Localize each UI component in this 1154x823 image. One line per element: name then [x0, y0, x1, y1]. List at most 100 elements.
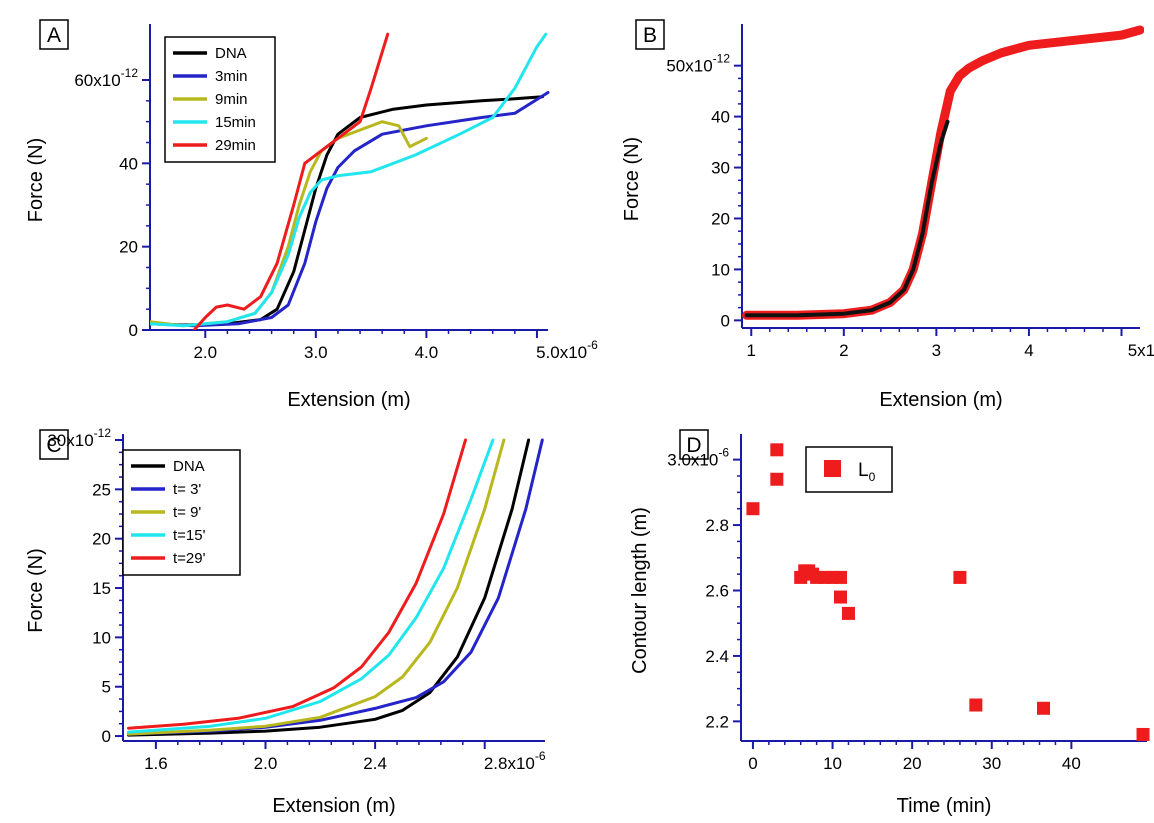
- x-tick-label: 3: [932, 341, 941, 360]
- y-tick-label: 60x10-12: [74, 66, 138, 90]
- data-point: [770, 443, 784, 457]
- y-tick-label: 20: [92, 530, 111, 549]
- y-tick-label: 0: [721, 311, 730, 330]
- panel-letter-box: [39, 429, 69, 460]
- x-tick-label: 40: [1062, 754, 1081, 773]
- series-line-dna: [127, 438, 531, 737]
- x-tick-label: 4.0: [415, 343, 439, 362]
- data-point: [953, 570, 967, 584]
- legend-label: DNA: [215, 45, 247, 62]
- x-tick-label: 4: [1024, 341, 1033, 360]
- data-point: [834, 570, 848, 584]
- x-tick-exponent: -6: [587, 338, 598, 352]
- y-tick-label: 5: [102, 678, 111, 697]
- y-tick-exponent: -6: [718, 446, 729, 460]
- series-line-3min: [150, 91, 550, 328]
- x-tick-label: 20: [903, 754, 922, 773]
- y-axis-title: Force (N): [25, 548, 47, 632]
- legend-subscript: 0: [869, 470, 876, 484]
- panel-c: C1.6 2.0 2.4 2.8x10-6051015202530x10-12Exte…: [25, 426, 546, 817]
- x-tick-label: 2.0: [254, 754, 278, 773]
- y-tick-exponent: -12: [121, 66, 139, 80]
- data-point: [841, 606, 855, 620]
- data-point: [834, 590, 848, 604]
- y-tick-label: 50x10-12: [666, 52, 730, 76]
- panel-letter-box: [635, 19, 665, 50]
- x-tick-label: 5.0x10-6: [536, 338, 598, 362]
- legend-label: 15min: [215, 114, 256, 131]
- y-tick-label: 0: [102, 727, 111, 746]
- panel-letter-text: A: [47, 24, 61, 47]
- legend-label: 9min: [215, 91, 248, 108]
- panel-letter-text: B: [643, 24, 657, 47]
- legend-box: [122, 449, 241, 576]
- panel-letter: C: [39, 429, 69, 460]
- legend-label: t=29': [173, 550, 206, 567]
- plot-area: [746, 443, 1150, 741]
- legend: DNA t= 3' t= 9' t=15' t=29': [122, 449, 241, 576]
- legend-label: 3min: [215, 68, 248, 85]
- y-tick-label: 10: [711, 260, 730, 279]
- x-tick-exponent: -6: [535, 749, 546, 763]
- x-axis-title: Extension (m): [287, 389, 410, 411]
- series-line-t-9-: [127, 438, 506, 736]
- x-tick-label: 1: [747, 341, 756, 360]
- x-axis-title: Extension (m): [879, 389, 1002, 411]
- y-tick-label: 2.2: [705, 712, 729, 731]
- legend-label: DNA: [173, 458, 205, 475]
- panel-letter-text: C: [46, 434, 61, 457]
- y-tick-label: 20: [711, 209, 730, 228]
- x-tick-label: 10: [823, 754, 842, 773]
- x-tick-label: 2.8x10-6: [484, 749, 546, 773]
- series-line-29min: [192, 32, 390, 330]
- series-line-series-0: [742, 25, 1144, 320]
- data-point: [1136, 727, 1150, 741]
- y-tick-label: 20: [119, 238, 138, 257]
- legend-label: t= 9': [173, 504, 201, 521]
- panel-letter-box: [679, 429, 709, 460]
- panel-letter-text: D: [686, 434, 701, 457]
- y-axis-title: Contour length (m): [629, 507, 651, 674]
- panel-letter: A: [39, 19, 69, 50]
- y-tick-label: 2.8: [705, 516, 729, 535]
- data-point: [770, 472, 784, 486]
- panel-letter: B: [635, 19, 665, 50]
- data-point: [1037, 701, 1051, 715]
- y-axis-title: Force (N): [25, 138, 47, 222]
- x-tick-label: 2.4: [363, 754, 387, 773]
- plot-area: [127, 438, 544, 737]
- legend-marker: [824, 460, 841, 477]
- legend-label: t= 3': [173, 481, 201, 498]
- data-point: [969, 698, 983, 712]
- y-axis-title: Force (N): [621, 137, 643, 221]
- y-tick-label: 15: [92, 579, 111, 598]
- x-tick-label: 2: [839, 341, 848, 360]
- y-tick-label: 0: [129, 321, 138, 340]
- x-axis-title: Time (min): [897, 795, 992, 817]
- x-tick-label: 1.6: [144, 754, 168, 773]
- y-tick-label: 25: [92, 480, 111, 499]
- data-point: [746, 502, 760, 516]
- plot-area: [150, 32, 550, 330]
- y-tick-label: 30: [711, 159, 730, 178]
- legend: DNA 3min 9min 15min 29min: [164, 36, 276, 163]
- panel-letter-box: [39, 19, 69, 50]
- y-tick-label: 2.6: [705, 582, 729, 601]
- x-tick-label: 0: [748, 754, 757, 773]
- legend: L0: [805, 446, 893, 493]
- x-axis-title: Extension (m): [272, 795, 395, 817]
- panel-letter: D: [679, 429, 709, 460]
- panel-a: A 2.0 3.0 4.0 5.0x10-6 0 20 40 60x10-12 Extension…: [25, 19, 598, 411]
- y-tick-label: 40: [711, 108, 730, 127]
- x-tick-label: 30: [982, 754, 1001, 773]
- legend-box: [805, 446, 893, 493]
- y-tick-exponent: -12: [713, 52, 731, 66]
- x-tick-label: 2.0: [193, 343, 217, 362]
- series-line-t-29-: [127, 438, 467, 730]
- plot-area: [742, 25, 1144, 320]
- y-tick-label: 2.4: [705, 647, 729, 666]
